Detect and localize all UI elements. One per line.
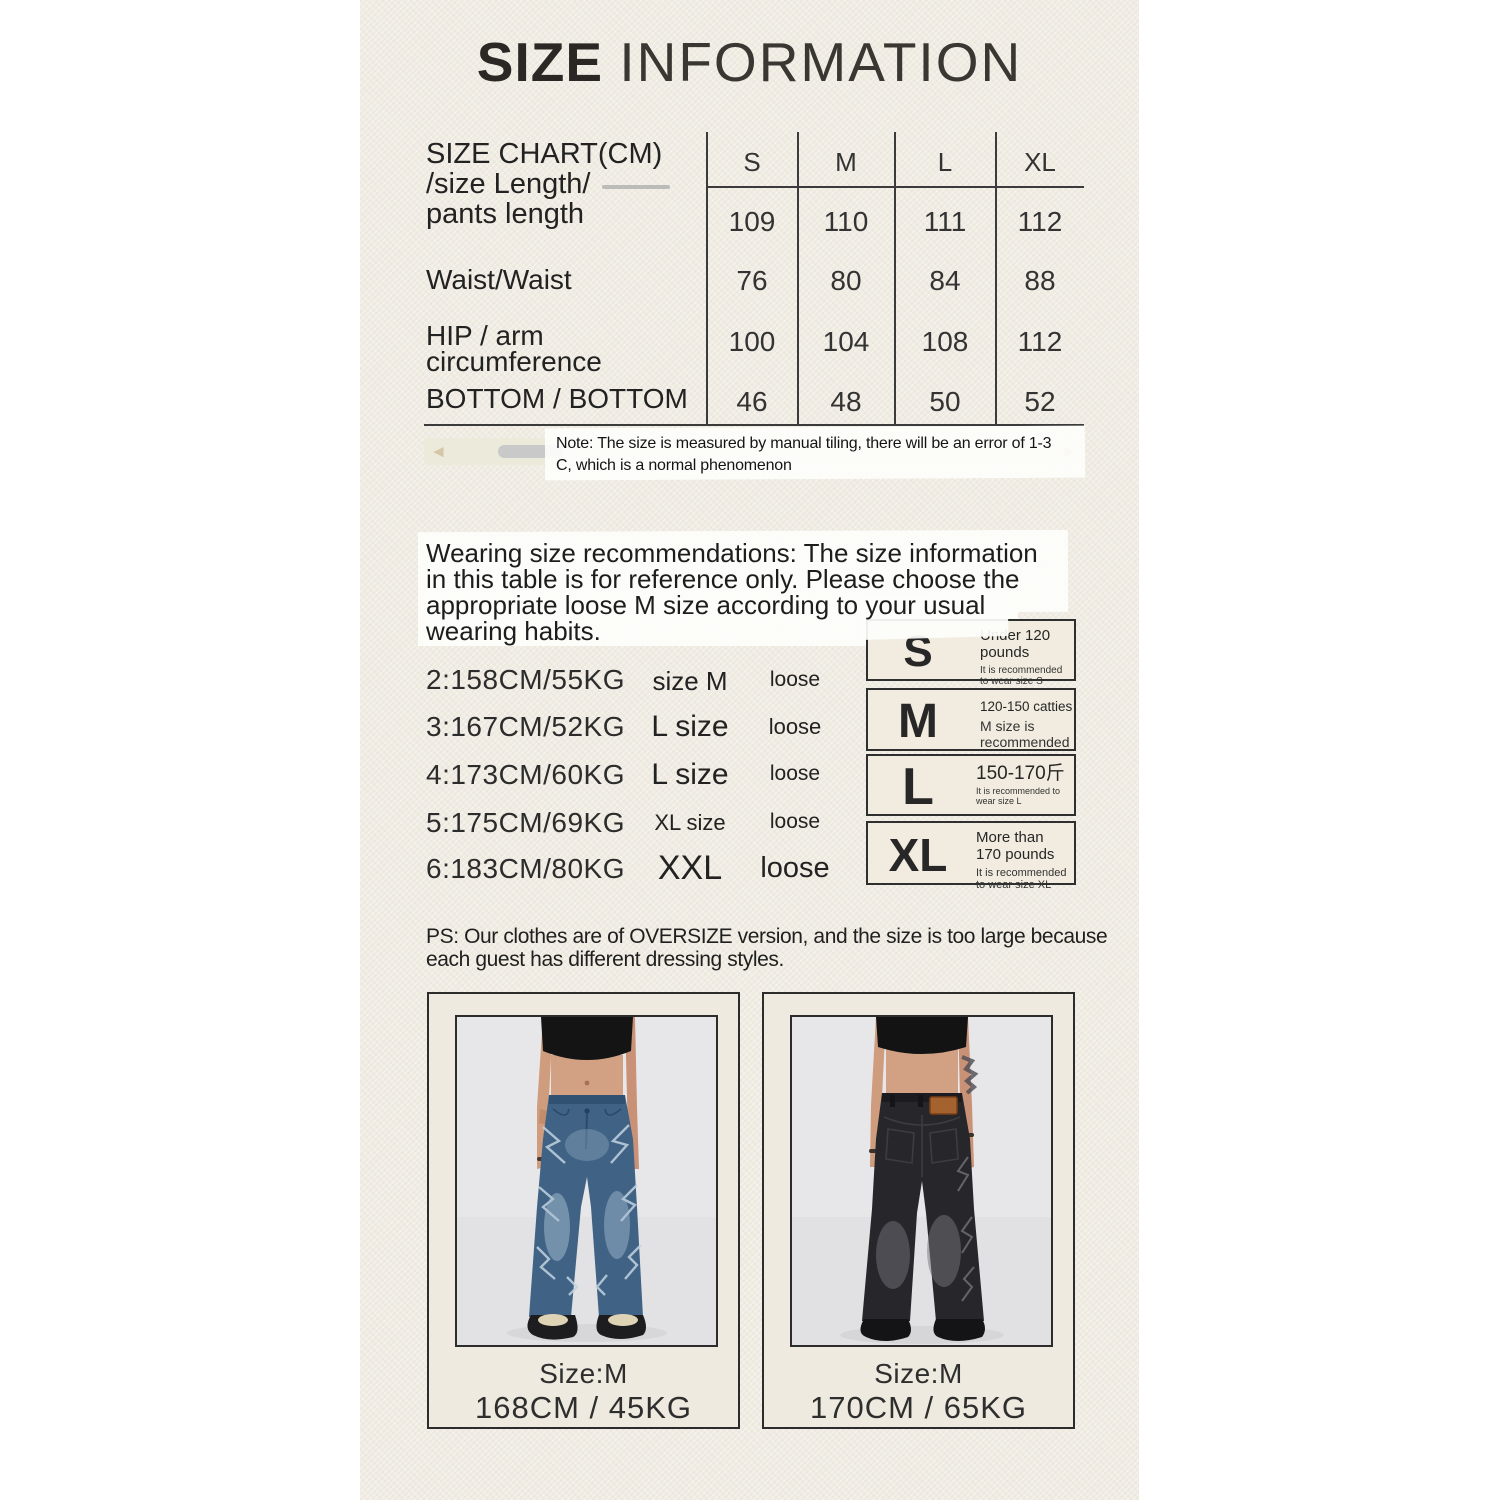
column-header-l: L [937,147,953,177]
cell-value: 80 [830,265,862,296]
badge-subtext: It is recommended to wear size XL [976,866,1067,891]
model-card-back: Size:M 170CM / 65KG [762,992,1075,1429]
table-divider [995,132,997,426]
cell-value: 76 [736,265,768,296]
cell-value: 50 [929,386,961,417]
row-label: circumference [426,346,602,377]
cell-value: 104 [822,326,870,357]
row-label: BOTTOM / BOTTOM [426,383,688,414]
table-divider [706,132,708,426]
entry-size: L size [651,710,729,743]
column-header-s: S [743,147,761,177]
table-bottom-line [424,424,1084,426]
card-size-label: Size:M [539,1358,628,1389]
recommendation-paragraph-line: wearing habits. [426,616,601,646]
cell-value: 100 [728,326,776,357]
cell-value: 46 [736,386,768,417]
badge-letter: XL [888,829,948,881]
cell-value: 108 [921,326,969,357]
cell-value: 111 [923,206,967,237]
table-gray-line [602,185,670,189]
table-heading-line: /size Length/ [426,168,591,200]
cell-value: 52 [1024,386,1056,417]
table-heading-line: SIZE CHART(CM) [426,138,663,170]
cell-value: 48 [830,386,862,417]
badge-size-l: L 150-170斤 It is recommended to wear siz… [866,754,1076,816]
entry-measure: 2:158CM/55KG [426,664,625,695]
cell-value: 112 [1017,206,1063,237]
scroll-left-icon[interactable]: ◄ [430,442,447,461]
badge-text: 150-170斤 [976,763,1065,784]
row-label: Waist/Waist [426,264,572,295]
entry-fit: loose [769,668,821,691]
badge-size-xl: XL More than 170 pounds It is recommende… [866,821,1076,891]
badge-text: 120-150 catties [980,699,1073,714]
badge-letter: M [898,695,938,748]
entry-fit: loose [768,714,822,739]
entry-fit: loose [760,852,830,884]
table-header-underline [706,186,1084,188]
entry-measure: 3:167CM/52KG [426,711,625,742]
size-note-line: Note: The size is measured by manual til… [556,435,1052,452]
ps-note-line: each guest has different dressing styles… [426,948,784,971]
badge-subtext: M size is recommended [980,718,1070,750]
cell-value: 88 [1024,265,1056,296]
recommendation-paragraph-line: Wearing size recommendations: The size i… [426,538,1038,568]
title-bold: SIZE [476,31,604,93]
back-model-illustration [792,1017,1051,1345]
recommendation-paragraph-line: in this table is for reference only. Ple… [426,564,1020,594]
title-light: INFORMATION [619,31,1023,93]
recommendation-paragraph-line: appropriate loose M size according to yo… [426,590,986,620]
entry-size: L size [651,758,729,791]
cell-value: 112 [1017,326,1063,357]
page-title: SIZE INFORMATION [360,30,1139,94]
entry-fit: loose [769,810,821,833]
entry-fit: loose [769,762,821,785]
model-front-photo [455,1015,718,1347]
cell-value: 110 [823,206,869,237]
size-note-line: C, which is a normal phenomenon [556,457,792,474]
entry-size: size M [652,666,728,696]
table-divider [797,132,799,426]
ps-note-line: PS: Our clothes are of OVERSIZE version,… [426,925,1108,948]
model-card-front: Size:M 168CM / 45KG [427,992,740,1429]
entry-size: XL size [654,810,726,835]
badge-subtext: It is recommended to wear size L [976,786,1061,807]
table-divider [894,132,896,426]
badge-text: More than 170 pounds [976,829,1055,863]
front-model-illustration [457,1017,716,1345]
entry-measure: 6:183CM/80KG [426,853,625,884]
card-size-label: Size:M [874,1358,963,1389]
model-back-photo [790,1015,1053,1347]
card-spec-label: 170CM / 65KG [809,1390,1028,1425]
table-heading-line: pants length [426,198,585,230]
entry-measure: 5:175CM/69KG [426,807,625,838]
entry-measure: 4:173CM/60KG [426,759,625,790]
cell-value: 109 [728,206,776,237]
column-header-m: M [835,147,857,177]
row-label: HIP / arm [426,320,544,351]
badge-letter: L [902,758,934,816]
badge-size-m: M 120-150 catties M size is recommended [866,688,1076,751]
card-spec-label: 168CM / 45KG [474,1390,693,1425]
entry-size: XXL [657,849,723,887]
cell-value: 84 [929,265,961,296]
badge-subtext: It is recommended to wear size S [980,664,1063,687]
column-header-xl: XL [1024,147,1056,177]
